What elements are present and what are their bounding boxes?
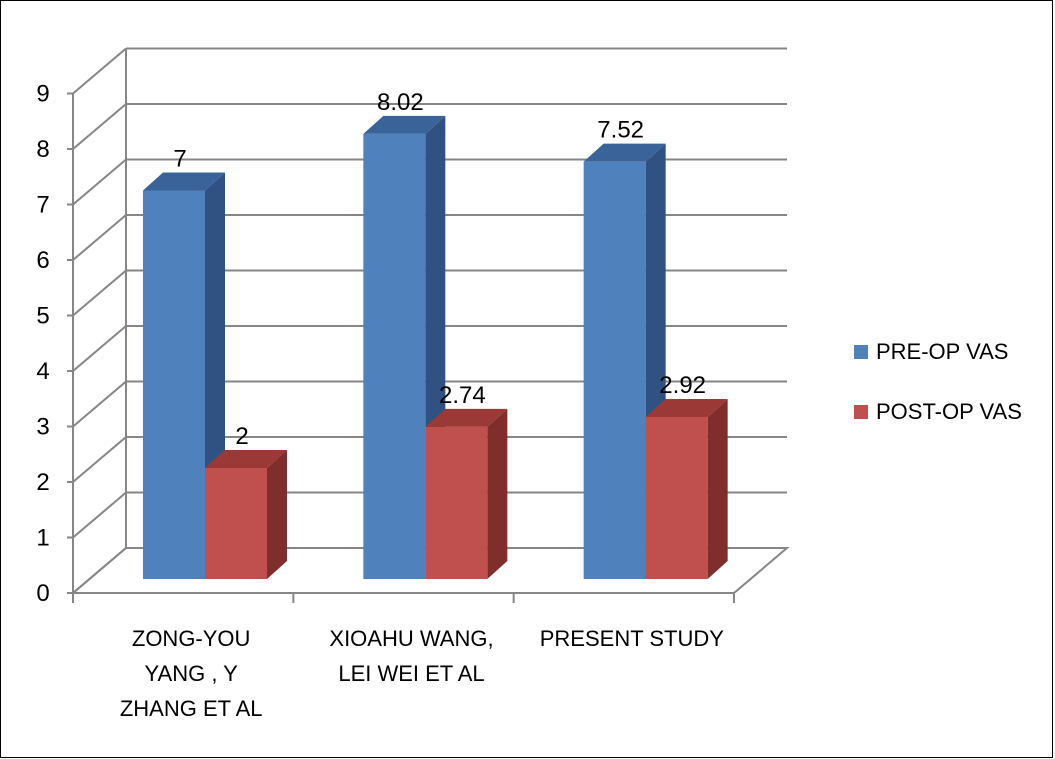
gridline-wall [72,491,127,539]
data-label: 2 [235,423,248,450]
bar-side [487,408,508,579]
y-tick-label: 0 [36,580,49,607]
gridline-wall [72,47,127,95]
gridline-wall [72,436,127,483]
gridline-wall [72,325,127,372]
gridline-wall [72,380,127,428]
bar [205,468,267,579]
gridline-wall [72,103,127,150]
data-label: 8.02 [377,89,424,116]
y-tick-label: 5 [36,303,49,330]
data-label: 2.74 [439,382,486,409]
y-tick-label: 1 [36,525,49,552]
bar [363,133,426,579]
bar-top [645,398,728,417]
gridline-wall [72,214,127,261]
bar [425,426,488,579]
x-tick-label: YANG , Y [145,661,239,686]
data-label: 7.52 [597,117,644,144]
bar [143,190,205,579]
x-tick-label: ZONG-YOU [132,626,251,651]
bar-side [707,398,728,579]
legend-label: PRE-OP VAS [876,339,1008,364]
label-layer: 7 2 ZONG-YOU YANG , Y ZHANG ET AL 8.02 2.74 XIO… [120,89,724,721]
legend-swatch [854,345,868,359]
x-tick-label: ZHANG ET AL [120,696,263,721]
bar-layer [143,115,728,579]
legend-label: POST-OP VAS [876,399,1022,424]
y-tick-label: 6 [36,247,49,274]
gridline-wall [72,158,127,206]
axis-layer: 0 1 2 3 4 5 6 7 8 9 [36,48,790,607]
data-label: 7 [173,146,186,173]
bar [645,416,708,579]
y-tick-label: 7 [36,192,49,219]
gridline-wall [72,269,127,317]
legend: PRE-OP VAS POST-OP VAS [854,339,1022,424]
y-tick-label: 2 [36,469,49,496]
bar-top [205,450,287,468]
x-tick-label: PRESENT STUDY [540,626,725,651]
bar-side [267,450,287,579]
x-tick-label: XIOAHU WANG, [329,626,493,651]
y-tick-label: 9 [36,81,49,108]
y-tick-label: 4 [36,358,49,385]
bar [583,161,646,579]
y-tick-label: 3 [36,414,49,441]
data-label: 2.92 [659,372,706,399]
x-tick-label: LEI WEI ET AL [338,661,484,686]
bar-top [425,408,508,427]
bar-top [583,143,666,162]
bar-top [143,172,225,191]
y-tick-label: 8 [36,136,49,163]
legend-swatch [854,405,868,419]
bar-top [363,115,446,134]
